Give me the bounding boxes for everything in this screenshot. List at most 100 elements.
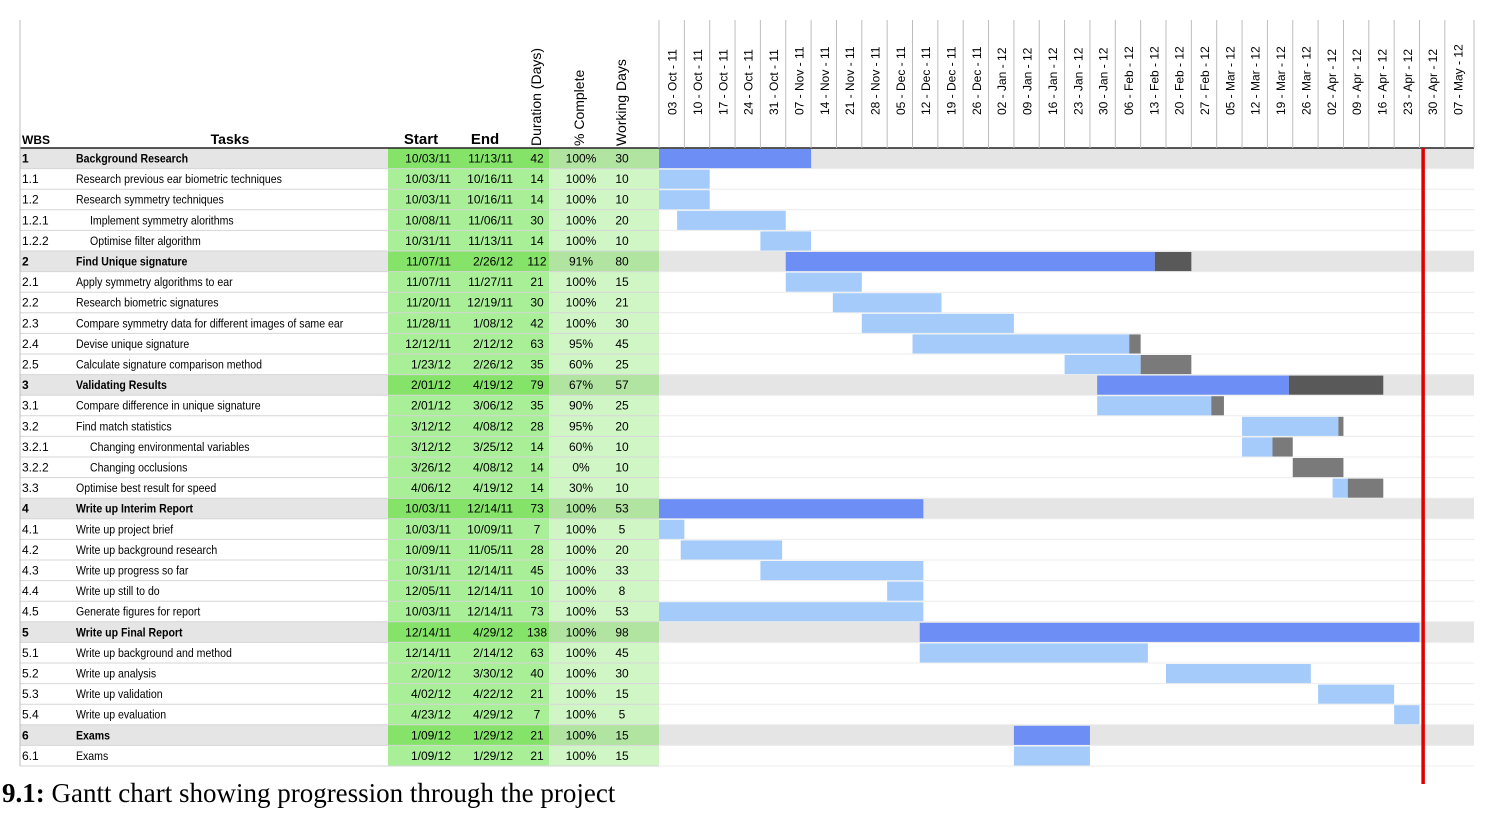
task-start: 10/03/11 (405, 152, 451, 166)
date-cells-bg (388, 292, 516, 313)
duration-cell-bg (516, 354, 549, 375)
task-duration: 42 (530, 152, 544, 166)
task-end: 11/06/11 (468, 213, 513, 227)
task-start: 12/14/11 (405, 646, 451, 660)
summary-row-bg (20, 724, 1474, 746)
task-bar-complete (659, 169, 710, 189)
task-bar-complete (832, 293, 942, 313)
task-name: Apply symmetry algorithms to ear (76, 277, 233, 290)
duration-header: Duration (Days) (528, 48, 544, 146)
task-complete: 100% (566, 728, 597, 742)
week-label: 07 - May - 12 (1452, 44, 1466, 115)
task-duration: 30 (530, 296, 544, 310)
task-wbs: 5 (22, 625, 29, 639)
task-end: 11/27/11 (468, 275, 513, 289)
task-name: Write up project brief (76, 524, 174, 537)
task-working-days: 45 (615, 646, 629, 660)
week-label: 16 - Jan - 12 (1046, 47, 1060, 115)
task-complete: 100% (566, 152, 597, 166)
task-wbs: 2.5 (22, 358, 39, 372)
duration-cell-bg (516, 724, 549, 746)
summary-bar-remaining (1288, 375, 1384, 395)
task-duration: 40 (530, 667, 544, 681)
duration-cell-bg (516, 663, 549, 684)
complete-cell-bg (549, 415, 659, 437)
task-end: 1/29/12 (473, 749, 513, 763)
task-name: Write up background research (76, 544, 217, 557)
task-complete: 100% (566, 625, 597, 639)
task-complete: 60% (569, 358, 593, 372)
task-name: Optimise filter algorithm (90, 235, 201, 248)
task-working-days: 8 (619, 584, 626, 598)
figure-caption: 9.1: Gantt chart showing progression thr… (2, 778, 615, 809)
complete-cell-bg (549, 724, 659, 746)
date-cells-bg (388, 683, 516, 705)
task-complete: 100% (566, 708, 597, 722)
task-bar-complete (1166, 664, 1311, 684)
task-working-days: 21 (615, 296, 629, 310)
date-cells-bg (388, 580, 516, 602)
complete-cell-bg (549, 251, 659, 272)
task-bar-remaining (1338, 416, 1344, 436)
date-cells-bg (388, 498, 516, 519)
task-start: 3/12/12 (411, 419, 451, 433)
task-name: Exams (76, 730, 110, 743)
task-wbs: 4.5 (22, 605, 39, 619)
task-complete: 67% (569, 378, 593, 392)
task-duration: 21 (530, 728, 544, 742)
task-wbs: 3.3 (22, 481, 39, 495)
task-bar-complete (919, 643, 1148, 663)
duration-cell-bg (516, 292, 549, 313)
task-wbs: 3.2.2 (22, 461, 49, 475)
task-end: 3/06/12 (473, 399, 513, 413)
task-start: 11/28/11 (406, 316, 451, 330)
task-duration: 63 (530, 646, 544, 660)
task-working-days: 25 (615, 399, 629, 413)
date-cells-bg (388, 230, 516, 251)
task-end: 12/14/11 (467, 605, 513, 619)
complete-cell-bg (549, 539, 659, 560)
task-working-days: 10 (615, 193, 629, 207)
task-end: 2/26/12 (473, 255, 513, 269)
complete-cell-bg (549, 230, 659, 251)
task-wbs: 3.2.1 (22, 440, 49, 454)
task-duration: 42 (530, 316, 544, 330)
task-duration: 14 (530, 461, 544, 475)
task-duration: 73 (530, 502, 544, 516)
task-complete: 90% (569, 399, 593, 413)
task-end: 4/19/12 (473, 481, 513, 495)
task-end: 10/16/11 (467, 172, 513, 186)
duration-cell-bg (516, 312, 549, 334)
task-start: 10/08/11 (405, 213, 451, 227)
duration-cell-bg (516, 230, 549, 251)
week-label: 20 - Feb - 12 (1173, 46, 1187, 115)
task-end: 10/16/11 (467, 193, 513, 207)
duration-cell-bg (516, 601, 549, 622)
task-wbs: 5.1 (22, 646, 39, 660)
task-start: 11/07/11 (406, 255, 451, 269)
task-bar-complete (887, 581, 924, 601)
task-name: Write up validation (76, 689, 163, 702)
task-working-days: 20 (615, 543, 629, 557)
week-label: 19 - Dec - 11 (945, 46, 959, 115)
task-working-days: 30 (615, 667, 629, 681)
complete-cell-bg (549, 498, 659, 519)
duration-cell-bg (516, 580, 549, 602)
task-duration: 14 (530, 234, 544, 248)
caption-label: 9.1: (2, 778, 45, 808)
task-name: Generate figures for report (76, 606, 201, 619)
task-start: 11/20/11 (406, 296, 451, 310)
date-cells-bg (388, 148, 516, 169)
task-working-days: 15 (615, 749, 629, 763)
task-name: Devise unique signature (76, 338, 189, 351)
duration-cell-bg (516, 251, 549, 272)
summary-bar-complete (659, 149, 812, 169)
date-cells-bg (388, 333, 516, 354)
duration-cell-bg (516, 168, 549, 190)
duration-cell-bg (516, 395, 549, 416)
task-working-days: 30 (615, 316, 629, 330)
date-cells-bg (388, 518, 516, 540)
task-working-days: 53 (615, 502, 629, 516)
tasks-header: Tasks (211, 131, 250, 147)
